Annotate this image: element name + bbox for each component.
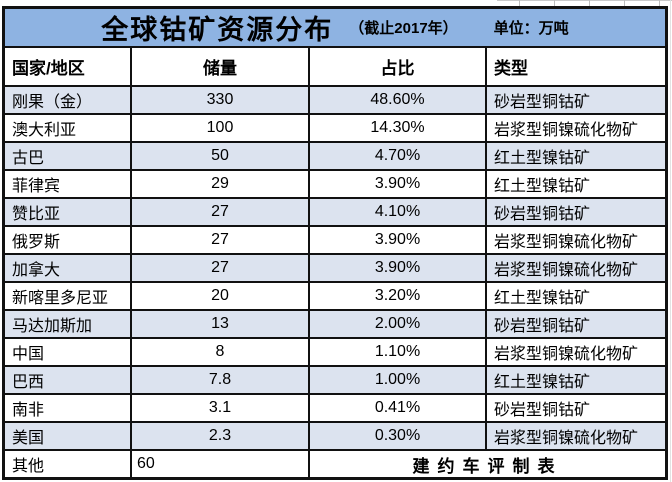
cell-country: 南非 (5, 395, 132, 421)
cell-type: 砂岩型铜钴矿 (494, 318, 591, 335)
title-date-note: （截止2017年） (349, 20, 458, 37)
page-title: 全球钴矿资源分布 (101, 15, 334, 45)
cell-reserve: 8 (132, 339, 310, 365)
cell-country: 菲律宾 (5, 171, 132, 197)
table-title-bar: 全球钴矿资源分布 （截止2017年） 单位：万吨 (5, 9, 665, 48)
table-row: 俄罗斯 27 3.90% 岩浆型铜镍硫化物矿 (5, 227, 665, 255)
cell-reserve: 20 (132, 283, 310, 309)
cell-type: 红土型镍钴矿 (494, 290, 591, 307)
table-row-other: 其他 60 建约车评制表 (5, 451, 665, 477)
table-row: 中国 8 1.10% 岩浆型铜镍硫化物矿 (5, 339, 665, 367)
cell-reserve: 27 (132, 255, 310, 281)
spreadsheet-gridline-tick (659, 0, 660, 6)
cell-reserve: 330 (132, 87, 310, 113)
cell-type: 砂岩型铜钴矿 (494, 94, 591, 111)
column-header-share: 占比 (310, 48, 487, 85)
cell-reserve: 3.1 (132, 395, 310, 421)
cell-type: 岩浆型铜镍硫化物矿 (494, 234, 639, 251)
cell-share: 48.60% (310, 87, 487, 113)
cell-country: 澳大利亚 (5, 115, 132, 141)
spreadsheet-gridline-tick (589, 0, 590, 6)
cell-reserve: 27 (132, 199, 310, 225)
cell-country: 俄罗斯 (5, 227, 132, 253)
title-unit-label: 单位：万吨 (493, 20, 569, 37)
cell-country: 新喀里多尼亚 (5, 283, 132, 309)
cell-share: 3.90% (310, 227, 487, 253)
table-row: 刚果（金） 330 48.60% 砂岩型铜钴矿 (5, 87, 665, 115)
cell-reserve: 60 (132, 451, 310, 477)
cell-country: 赞比亚 (5, 199, 132, 225)
cell-reserve: 13 (132, 311, 310, 337)
cell-share: 0.30% (310, 423, 487, 449)
table-row: 新喀里多尼亚 20 3.20% 红土型镍钴矿 (5, 283, 665, 311)
cell-share: 1.10% (310, 339, 487, 365)
column-header-country: 国家/地区 (5, 48, 132, 85)
cell-type: 红土型镍钴矿 (494, 374, 591, 391)
table-header-row: 国家/地区 储量 占比 类型 (5, 48, 665, 87)
table-row: 美国 2.3 0.30% 岩浆型铜镍硫化物矿 (5, 423, 665, 451)
cell-reserve: 7.8 (132, 367, 310, 393)
cell-share: 4.70% (310, 143, 487, 169)
cell-share: 0.41% (310, 395, 487, 421)
table-body: 刚果（金） 330 48.60% 砂岩型铜钴矿 澳大利亚 100 14.30% 岩浆型铜镍硫化… (5, 87, 665, 477)
cell-country: 中国 (5, 339, 132, 365)
cell-country: 其他 (5, 451, 132, 477)
cell-country: 加拿大 (5, 255, 132, 281)
cell-share: 4.10% (310, 199, 487, 225)
column-header-type: 类型 (494, 59, 528, 78)
cell-type: 砂岩型铜钴矿 (494, 206, 591, 223)
cell-reserve: 29 (132, 171, 310, 197)
spreadsheet-gridline-vertical (670, 0, 671, 482)
cell-reserve: 27 (132, 227, 310, 253)
table-row: 马达加斯加 13 2.00% 砂岩型铜钴矿 (5, 311, 665, 339)
cell-reserve: 100 (132, 115, 310, 141)
table-row: 南非 3.1 0.41% 砂岩型铜钴矿 (5, 395, 665, 423)
cell-share: 3.90% (310, 255, 487, 281)
table-row: 巴西 7.8 1.00% 红土型镍钴矿 (5, 367, 665, 395)
cell-type: 红土型镍钴矿 (494, 178, 591, 195)
spreadsheet-gridline-tick (554, 0, 555, 6)
table-row: 澳大利亚 100 14.30% 岩浆型铜镍硫化物矿 (5, 115, 665, 143)
table-row: 菲律宾 29 3.90% 红土型镍钴矿 (5, 171, 665, 199)
table-credit-label: 建约车评制表 (412, 456, 563, 476)
cell-share: 3.20% (310, 283, 487, 309)
cell-type: 红土型镍钴矿 (494, 150, 591, 167)
cell-country: 巴西 (5, 367, 132, 393)
cell-share: 3.90% (310, 171, 487, 197)
cell-type: 岩浆型铜镍硫化物矿 (494, 122, 639, 139)
spreadsheet-gridline-horizontal (497, 0, 672, 1)
cell-share: 2.00% (310, 311, 487, 337)
cell-type: 岩浆型铜镍硫化物矿 (494, 430, 639, 447)
table-row: 古巴 50 4.70% 红土型镍钴矿 (5, 143, 665, 171)
spreadsheet-gridline-tick (624, 0, 625, 6)
table-row: 赞比亚 27 4.10% 砂岩型铜钴矿 (5, 199, 665, 227)
cell-country: 美国 (5, 423, 132, 449)
cell-reserve: 50 (132, 143, 310, 169)
table-row: 加拿大 27 3.90% 岩浆型铜镍硫化物矿 (5, 255, 665, 283)
cell-share: 1.00% (310, 367, 487, 393)
cell-country: 古巴 (5, 143, 132, 169)
cobalt-resources-table: 全球钴矿资源分布 （截止2017年） 单位：万吨 国家/地区 储量 占比 类型 … (2, 6, 668, 480)
cell-country: 刚果（金） (5, 87, 132, 113)
column-header-reserve: 储量 (132, 48, 310, 85)
cell-country: 马达加斯加 (5, 311, 132, 337)
cell-reserve: 2.3 (132, 423, 310, 449)
cell-share: 14.30% (310, 115, 487, 141)
spreadsheet-gridline-tick (519, 0, 520, 6)
cell-type: 岩浆型铜镍硫化物矿 (494, 346, 639, 363)
cell-type: 砂岩型铜钴矿 (494, 402, 591, 419)
cell-type: 岩浆型铜镍硫化物矿 (494, 262, 639, 279)
